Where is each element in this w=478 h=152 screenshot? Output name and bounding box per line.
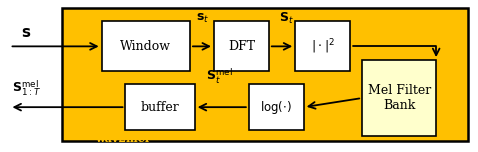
Text: Window: Window: [120, 40, 171, 53]
FancyBboxPatch shape: [295, 21, 350, 71]
Text: $\mathbf{s}_t$: $\mathbf{s}_t$: [196, 12, 209, 25]
FancyBboxPatch shape: [101, 21, 190, 71]
Text: buffer: buffer: [141, 101, 180, 114]
Text: wav2mel: wav2mel: [95, 133, 149, 144]
FancyBboxPatch shape: [249, 84, 304, 130]
Text: Mel Filter
Bank: Mel Filter Bank: [368, 84, 431, 112]
Text: $\log(\cdot)$: $\log(\cdot)$: [261, 99, 292, 116]
Text: $\mathbf{S}_{1:T}^{\mathrm{mel}}$: $\mathbf{S}_{1:T}^{\mathrm{mel}}$: [12, 78, 41, 98]
Text: $\mathbf{S}_t$: $\mathbf{S}_t$: [279, 11, 294, 26]
FancyBboxPatch shape: [125, 84, 195, 130]
Text: $|\cdot|^2$: $|\cdot|^2$: [311, 37, 335, 56]
Text: $\mathbf{s}$: $\mathbf{s}$: [21, 26, 32, 40]
FancyBboxPatch shape: [214, 21, 269, 71]
FancyBboxPatch shape: [362, 60, 436, 136]
Text: DFT: DFT: [228, 40, 255, 53]
Text: $\mathbf{S}_t^{\mathrm{mel}}$: $\mathbf{S}_t^{\mathrm{mel}}$: [206, 66, 232, 86]
FancyBboxPatch shape: [62, 8, 468, 141]
